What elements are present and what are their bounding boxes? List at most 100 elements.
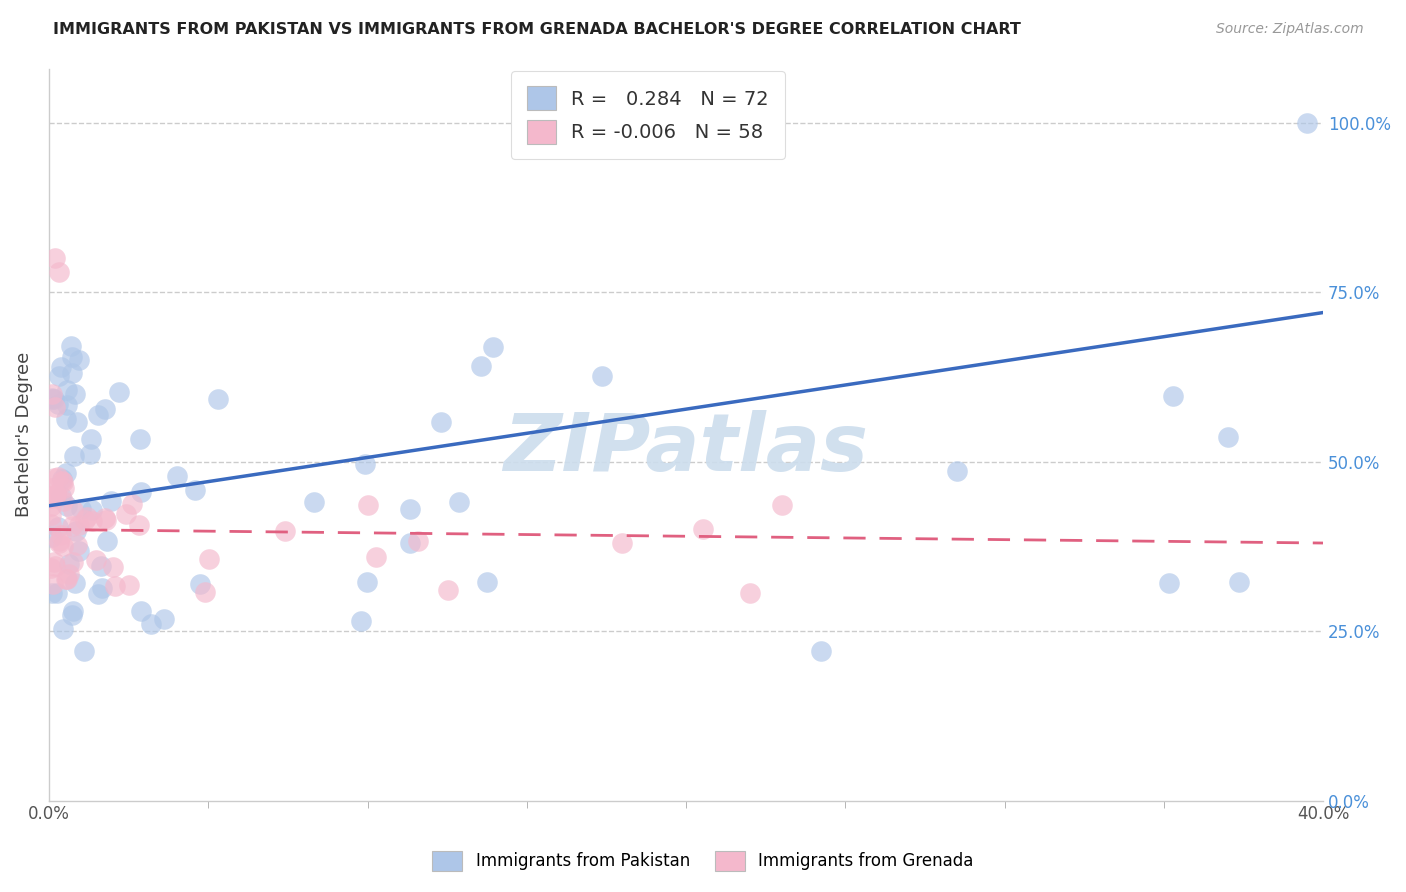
Point [166,469,188,483]
Point [104,579,127,593]
Point [207,392,229,406]
Point [60,339,83,353]
Point [357,498,380,512]
Point [65,524,87,538]
Point [738,586,761,600]
Point [44,252,66,266]
Legend: R =   0.284   N = 72, R = -0.006   N = 58: R = 0.284 N = 72, R = -0.006 N = 58 [512,71,785,159]
Point [58,557,80,571]
Point [65,575,87,590]
Point [39,516,62,531]
Point [90,558,112,573]
Point [44,401,66,415]
Point [39,500,62,514]
Point [129,604,152,618]
Point [946,464,969,478]
Point [1296,116,1319,130]
Point [1157,576,1180,591]
Point [62,503,84,517]
Point [128,517,150,532]
Point [41,391,63,405]
Point [198,552,221,566]
Point [48,265,70,279]
Point [86,587,108,601]
Point [350,615,373,629]
Point [44,558,66,573]
Point [45,488,67,502]
Point [67,543,90,558]
Point [449,495,471,509]
Point [52,622,75,636]
Point [62,350,84,364]
Point [274,524,297,538]
Point [87,408,110,422]
Point [60,607,83,622]
Point [80,514,103,528]
Point [55,412,77,426]
Point [73,513,96,527]
Point [152,612,174,626]
Point [1216,430,1239,444]
Point [46,520,69,534]
Point [398,502,420,516]
Text: ZIPatlas: ZIPatlas [503,410,869,488]
Point [41,530,63,544]
Point [80,432,103,446]
Point [39,491,62,505]
Point [48,533,70,548]
Point [41,392,63,406]
Legend: Immigrants from Pakistan, Immigrants from Grenada: Immigrants from Pakistan, Immigrants fro… [425,842,981,880]
Point [1227,575,1250,590]
Point [107,384,129,399]
Point [70,501,93,516]
Point [121,497,143,511]
Point [39,491,62,505]
Point [41,560,63,574]
Point [55,383,77,397]
Point [82,503,104,517]
Point [184,483,207,497]
Text: IMMIGRANTS FROM PAKISTAN VS IMMIGRANTS FROM GRENADA BACHELOR'S DEGREE CORRELATIO: IMMIGRANTS FROM PAKISTAN VS IMMIGRANTS F… [53,22,1021,37]
Point [475,574,498,589]
Point [48,536,70,550]
Point [406,534,429,549]
Point [94,513,117,527]
Point [42,471,65,485]
Point [45,585,67,599]
Point [52,539,75,553]
Point [141,617,163,632]
Point [356,574,378,589]
Point [52,494,75,508]
Point [62,604,84,618]
Y-axis label: Bachelor's Degree: Bachelor's Degree [15,352,32,517]
Point [353,457,375,471]
Point [42,577,65,591]
Point [62,450,84,464]
Point [44,392,66,406]
Point [53,482,76,496]
Point [94,511,117,525]
Point [52,475,75,489]
Point [129,485,152,500]
Point [58,567,80,582]
Point [592,368,614,383]
Point [55,573,77,587]
Point [67,353,90,368]
Point [810,644,832,658]
Point [44,489,66,503]
Point [46,397,69,411]
Point [91,581,114,595]
Point [437,583,460,598]
Point [481,340,503,354]
Point [55,572,77,586]
Point [62,555,84,569]
Point [66,415,89,429]
Point [66,538,89,552]
Point [194,585,217,599]
Point [39,481,62,495]
Point [51,489,73,503]
Point [128,432,150,446]
Point [188,576,211,591]
Point [41,387,63,401]
Point [67,517,90,532]
